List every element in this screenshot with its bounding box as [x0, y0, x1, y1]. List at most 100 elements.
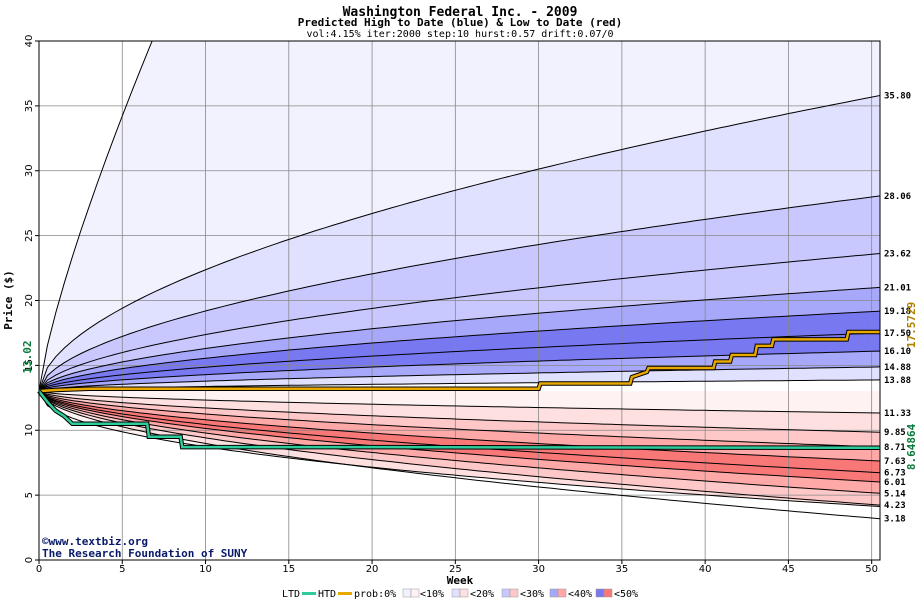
- band-high-lt30: [39, 195, 880, 392]
- band-line-high-0: [39, 95, 880, 392]
- band-low-lt50b: [39, 391, 880, 482]
- legend-htd-swatch: [338, 592, 352, 595]
- band-line-low-1: [39, 390, 880, 433]
- chart-subtitle: Predicted High to Date (blue) & Low to D…: [298, 16, 623, 29]
- legend-lt10-label: <10%: [420, 589, 444, 600]
- band-high-lt50b: [39, 332, 880, 392]
- band-high-lt40: [39, 287, 880, 392]
- band-end-label: 3.18: [884, 515, 906, 525]
- start-price-label: 13.02: [21, 340, 34, 373]
- y-tick-label: 30: [24, 164, 35, 177]
- x-tick-label: 20: [366, 564, 379, 575]
- band-end-label: 6.73: [884, 469, 906, 479]
- band-low-lt30: [39, 391, 880, 447]
- band-line-low-2: [39, 390, 880, 448]
- legend-lt30-label: <30%: [520, 589, 544, 600]
- band-end-label: 35.80: [884, 91, 911, 101]
- band-high-prob0: [39, 41, 153, 392]
- legend-swatch-red: [459, 588, 469, 598]
- ltd-final-label: 8.64864: [905, 423, 918, 470]
- band-high-lt40b: [39, 351, 880, 392]
- band-low-lt50: [39, 391, 880, 473]
- band-line-high-1: [39, 195, 880, 392]
- x-tick-label: 25: [449, 564, 462, 575]
- legend-swatch-red: [603, 588, 613, 598]
- x-tick-label: 30: [532, 564, 545, 575]
- band-high-lt20b: [39, 366, 880, 392]
- band-low-lt30b: [39, 391, 880, 506]
- band-line-high-5: [39, 332, 880, 392]
- series-lines: [37, 329, 880, 451]
- x-tick-label: 15: [282, 564, 295, 575]
- legend-swatch-red: [509, 588, 519, 598]
- legend-swatch-blue: [402, 588, 412, 598]
- y-tick-label: 35: [24, 100, 35, 113]
- htd-final-label: 17.5729: [905, 302, 918, 348]
- legend-swatch-blue: [451, 588, 461, 598]
- legend-lt50-label: <50%: [614, 589, 638, 600]
- band-high-lt10: [39, 41, 880, 392]
- x-tick-label: 5: [119, 564, 125, 575]
- x-tick-label: 40: [699, 564, 712, 575]
- legend-ltd-label: LTD: [282, 589, 300, 600]
- band-end-label: 4.23: [884, 501, 906, 511]
- y-tick-label: 10: [24, 424, 35, 437]
- band-end-label: 5.14: [884, 489, 906, 499]
- band-low-lt40: [39, 391, 880, 461]
- y-tick-label: 25: [24, 229, 35, 242]
- legend-swatch-red: [410, 588, 420, 598]
- series-ltd-line: [38, 390, 880, 450]
- x-tick-label: 0: [36, 564, 42, 575]
- band-end-label: 9.85: [884, 428, 906, 438]
- series-htd-line: [38, 330, 880, 393]
- legend-ltd-swatch: [302, 592, 316, 595]
- band-end-label: 19.18: [884, 307, 911, 317]
- band-line-high-4: [39, 310, 880, 392]
- y-tick-label: 40: [24, 35, 35, 48]
- band-end-label: 21.01: [884, 283, 911, 293]
- band-high-lt30b: [39, 253, 880, 392]
- legend-lt20-label: <20%: [470, 589, 494, 600]
- credit-organization: The Research Foundation of SUNY: [42, 547, 248, 560]
- chart-params: vol:4.15% iter:2000 step:10 hurst:0.57 d…: [306, 29, 613, 40]
- y-tick-label: 5: [24, 492, 35, 498]
- band-end-label: 7.63: [884, 457, 906, 467]
- legend-swatch-blue: [595, 588, 605, 598]
- x-tick-label: 10: [199, 564, 212, 575]
- band-end-labels: 35.80 28.06 23.62 21.01 19.18 17.50 16.10 14.88…: [884, 91, 911, 524]
- band-end-label: 14.88: [884, 363, 911, 373]
- band-high-lt20: [39, 95, 880, 392]
- band-end-label: 11.33: [884, 409, 911, 419]
- credit-website: ©www.textbiz.org: [42, 535, 148, 548]
- x-tick-label: 35: [616, 564, 629, 575]
- band-low-prob0: [39, 391, 880, 560]
- y-tick-label: 15: [24, 359, 35, 372]
- band-line-outer-low: [39, 390, 880, 507]
- x-tick-label: 45: [782, 564, 795, 575]
- axes: 0 5 10 15 20 25 30 35 40 45 50 0 5 10 15 20 25 30 35 40: [24, 35, 881, 575]
- legend-htd-label: HTD: [318, 589, 336, 600]
- band-line-high-3: [39, 286, 880, 392]
- x-tick-label: 50: [865, 564, 878, 575]
- band-line-low-5: [39, 390, 880, 483]
- band-line-low-6: [39, 390, 880, 494]
- band-end-label: 8.71: [884, 443, 906, 453]
- chart-title: Washington Federal Inc. - 2009: [343, 5, 578, 20]
- legend-prob0-label: prob:0%: [354, 589, 396, 600]
- band-line-high-2: [39, 253, 880, 392]
- band-low-center: [39, 391, 880, 413]
- band-end-label: 16.10: [884, 347, 911, 357]
- legend-swatch-red: [557, 588, 567, 598]
- y-axis-label: Price ($): [2, 270, 15, 330]
- y-tick-label: 20: [24, 294, 35, 307]
- band-end-label: 17.50: [884, 329, 911, 339]
- y-tick-label: 0: [24, 557, 35, 563]
- band-end-label: 13.88: [884, 376, 911, 386]
- band-end-label: 23.62: [884, 250, 911, 260]
- band-line-low-7: [39, 390, 880, 506]
- legend-swatch-blue: [549, 588, 559, 598]
- band-end-label: 6.01: [884, 478, 906, 488]
- legend-lt40-label: <40%: [568, 589, 592, 600]
- band-line-low-3: [39, 390, 880, 462]
